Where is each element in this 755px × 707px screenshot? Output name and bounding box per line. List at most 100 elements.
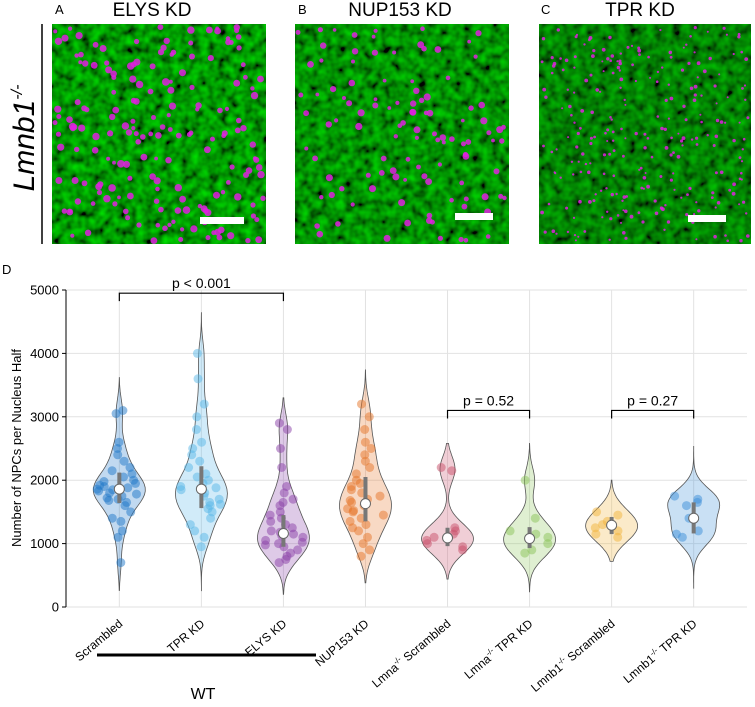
npc-dot xyxy=(559,57,562,60)
data-point xyxy=(113,532,123,542)
npc-dot xyxy=(601,60,604,63)
npc-dot xyxy=(325,121,332,128)
npc-dot xyxy=(410,79,415,84)
npc-dot xyxy=(620,221,622,224)
npc-dot xyxy=(393,134,398,139)
npc-dot xyxy=(696,76,699,79)
data-point xyxy=(266,526,276,536)
row-label-base: Lmnb1 xyxy=(8,100,41,192)
npc-dot xyxy=(227,232,235,240)
y-tick-label: 4000 xyxy=(30,346,59,361)
p-value-label: p = 0.52 xyxy=(463,392,514,408)
data-point xyxy=(356,513,366,523)
npc-dot xyxy=(168,102,177,110)
violin-group xyxy=(174,312,228,592)
npc-dot xyxy=(642,187,646,190)
npc-dot xyxy=(162,78,170,86)
npc-dot xyxy=(618,69,621,72)
npc-dot xyxy=(650,155,654,159)
npc-dot xyxy=(365,172,371,178)
npc-dot xyxy=(677,132,680,135)
npc-dot xyxy=(724,234,727,237)
npc-dot xyxy=(90,61,98,69)
npc-dot xyxy=(478,101,486,109)
npc-dot xyxy=(182,206,191,214)
npc-dot xyxy=(96,189,103,196)
npc-dot xyxy=(667,83,670,86)
npc-dot xyxy=(486,130,492,136)
npc-dot xyxy=(78,51,84,58)
npc-dot xyxy=(405,156,411,162)
npc-dot xyxy=(672,151,675,155)
npc-dot xyxy=(330,86,337,93)
npc-dot xyxy=(197,203,203,209)
npc-dot xyxy=(188,130,194,136)
npc-dot xyxy=(608,35,612,40)
npc-dot xyxy=(151,115,156,120)
npc-dot xyxy=(542,144,545,148)
npc-dot xyxy=(389,167,397,175)
npc-dot xyxy=(206,26,213,34)
npc-dot xyxy=(700,94,703,97)
median-marker xyxy=(524,533,536,545)
x-tick-label-sup: -/- xyxy=(392,655,404,667)
data-point xyxy=(107,513,117,523)
npc-dot xyxy=(74,99,81,106)
npc-dot xyxy=(316,230,324,238)
npc-dot xyxy=(174,207,182,214)
npc-dot xyxy=(224,106,230,111)
npc-dot xyxy=(661,66,664,69)
npc-dot xyxy=(149,173,156,180)
npc-dot xyxy=(74,53,79,58)
npc-dot xyxy=(637,46,641,50)
npc-dot xyxy=(564,58,569,63)
npc-dot xyxy=(214,228,222,236)
axes: 0 1000 2000 3000 4000 5000 xyxy=(30,283,67,615)
npc-dot xyxy=(426,109,434,117)
npc-dot xyxy=(669,178,674,182)
npc-dot xyxy=(660,126,664,131)
npc-dot xyxy=(418,97,425,104)
npc-dot xyxy=(566,230,570,234)
npc-dot xyxy=(606,140,609,142)
npc-dot xyxy=(304,146,309,151)
npc-dot xyxy=(611,130,615,134)
npc-dot xyxy=(167,127,173,132)
data-point xyxy=(670,491,680,501)
npc-dot xyxy=(624,236,628,240)
data-point xyxy=(113,444,122,453)
npc-dot xyxy=(475,30,482,37)
npc-dot xyxy=(695,238,698,241)
npc-dot xyxy=(127,175,133,181)
npc-dot xyxy=(491,138,495,143)
npc-dot xyxy=(140,134,146,140)
npc-dot xyxy=(542,87,547,92)
npc-dot xyxy=(616,65,621,70)
npc-dot xyxy=(117,195,121,200)
npc-dot xyxy=(413,87,420,95)
npc-dot xyxy=(588,200,592,204)
x-tick-label-sup: -/- xyxy=(648,646,660,658)
data-point xyxy=(520,475,530,485)
npc-dot xyxy=(348,79,356,87)
npc-dot xyxy=(463,238,469,243)
data-point xyxy=(613,510,623,520)
npc-dot xyxy=(568,104,572,109)
data-point xyxy=(543,539,553,549)
data-point xyxy=(360,456,370,466)
npc-dot xyxy=(160,44,167,51)
npc-dot xyxy=(175,132,182,139)
npc-dot xyxy=(592,199,596,203)
npc-dot xyxy=(155,186,160,192)
scale-bar-a xyxy=(200,217,244,224)
npc-dot xyxy=(714,134,719,139)
npc-dot xyxy=(480,117,488,125)
npc-dot xyxy=(611,71,615,75)
npc-dot xyxy=(413,126,421,134)
npc-dot xyxy=(157,24,164,30)
x-tick-label: Lmnb1-/- Scrambled xyxy=(527,616,617,695)
npc-dot xyxy=(188,40,194,46)
npc-dot xyxy=(744,98,747,102)
npc-dot xyxy=(739,239,743,243)
data-point xyxy=(120,501,130,511)
